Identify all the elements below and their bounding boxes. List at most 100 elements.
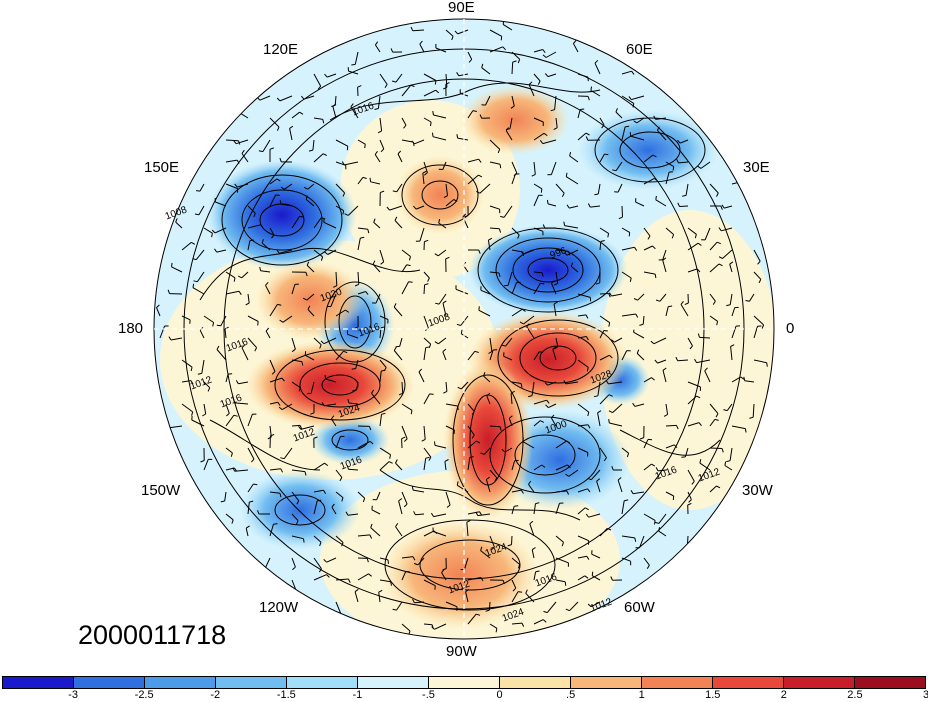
- wind-barb-flag: [498, 228, 502, 233]
- wind-barb: [489, 337, 493, 352]
- wind-barb: [289, 128, 293, 141]
- colorbar-cell: [500, 677, 571, 688]
- wind-barb-flag: [364, 144, 366, 149]
- wind-barb: [396, 183, 403, 193]
- wind-barb-flag: [428, 456, 432, 461]
- wind-barb-flag: [610, 576, 613, 581]
- wind-barb-flag: [408, 281, 413, 283]
- wind-barb-flag: [481, 63, 484, 68]
- wind-barb: [464, 557, 469, 570]
- wind-barb-flag: [585, 513, 589, 518]
- lon-label-30e: 30E: [743, 159, 770, 176]
- wind-barb-flag: [197, 372, 202, 375]
- wind-barb-flag: [249, 239, 254, 242]
- wind-barb: [395, 462, 403, 471]
- wind-barb-flag: [691, 480, 695, 485]
- wind-barb: [643, 439, 649, 449]
- wind-barb-flag: [295, 520, 299, 525]
- wind-barb: [201, 359, 205, 374]
- wind-barb: [291, 337, 296, 350]
- wind-barb-flag: [251, 458, 255, 463]
- wind-barb: [225, 159, 238, 163]
- wind-barb: [437, 249, 447, 257]
- wind-barb-flag: [279, 319, 284, 323]
- wind-barb-flag: [687, 502, 692, 506]
- wind-barb: [577, 575, 586, 581]
- wind-barb-flag: [241, 149, 245, 154]
- wind-barb: [599, 241, 602, 251]
- wind-barb: [505, 130, 513, 141]
- wind-barb-flag: [565, 608, 570, 612]
- wind-barb: [423, 623, 433, 626]
- wind-barb: [313, 73, 322, 87]
- wind-barb-flag: [234, 183, 238, 188]
- wind-barb: [577, 109, 581, 119]
- wind-barb: [397, 153, 403, 163]
- wind-barb-flag: [468, 59, 473, 63]
- wind-barb-flag: [476, 613, 481, 616]
- wind-barb-flag: [479, 511, 483, 516]
- wind-barb-flag: [276, 249, 280, 254]
- wind-barb: [577, 424, 589, 427]
- wind-barb: [748, 293, 755, 302]
- wind-barb: [236, 183, 249, 188]
- lon-label-90w: 90W: [446, 643, 477, 660]
- wind-barb: [291, 513, 299, 522]
- wind-barb: [247, 293, 250, 304]
- wind-barb: [344, 161, 359, 166]
- wind-barb: [753, 359, 767, 364]
- wind-barb-flag: [307, 305, 311, 310]
- wind-barb: [477, 513, 491, 517]
- wind-barb: [379, 359, 387, 368]
- wind-barb: [599, 153, 605, 163]
- wind-barb-flag: [462, 213, 467, 218]
- wind-barb: [577, 488, 588, 493]
- wind-barb: [511, 308, 523, 317]
- wind-barb: [423, 458, 427, 471]
- wind-barb: [269, 491, 281, 494]
- wind-barb-flag: [392, 190, 397, 193]
- wind-barb: [303, 95, 315, 100]
- wind-barb-flag: [308, 149, 314, 152]
- wind-barb-flag: [495, 628, 498, 633]
- wind-barb-flag: [634, 247, 638, 251]
- wind-barb: [489, 227, 500, 230]
- wind-barb-flag: [380, 190, 385, 193]
- wind-barb-flag: [749, 416, 754, 419]
- wind-barb: [511, 557, 521, 565]
- wind-barb: [401, 403, 413, 411]
- wind-barb: [709, 403, 719, 414]
- wind-barb: [374, 154, 381, 163]
- wind-barb: [614, 337, 623, 343]
- wind-barb-flag: [324, 462, 329, 467]
- wind-barb: [478, 309, 491, 317]
- wind-barb-flag: [586, 367, 589, 372]
- wind-barb: [370, 181, 381, 185]
- wind-barb: [313, 574, 327, 581]
- wind-barb-flag: [332, 103, 337, 107]
- wind-barb-flag: [654, 520, 656, 525]
- wind-barb-flag: [411, 486, 414, 491]
- colorbar-tick-label: -2.5: [134, 689, 154, 701]
- wind-barb: [489, 205, 500, 210]
- wind-barb-flag: [319, 344, 322, 349]
- wind-barb: [555, 535, 564, 543]
- wind-barb-flag: [561, 192, 565, 198]
- wind-barb: [355, 359, 359, 369]
- wind-barb-flag: [410, 410, 413, 415]
- wind-barb-flag: [391, 80, 397, 83]
- wind-barb: [505, 337, 513, 347]
- wind-barb-flag: [434, 80, 437, 85]
- wind-barb-flag: [305, 272, 308, 277]
- wind-barb-flag: [249, 500, 254, 503]
- wind-barb: [665, 444, 675, 449]
- wind-barb: [752, 403, 755, 418]
- wind-barb-flag: [675, 356, 679, 361]
- wind-barb: [687, 227, 697, 235]
- wind-barb: [546, 601, 557, 613]
- wind-barb-flag: [742, 180, 747, 185]
- wind-barb-flag: [632, 103, 635, 108]
- wind-barb: [533, 132, 545, 141]
- wind-barb: [418, 371, 425, 383]
- wind-barb: [347, 513, 359, 516]
